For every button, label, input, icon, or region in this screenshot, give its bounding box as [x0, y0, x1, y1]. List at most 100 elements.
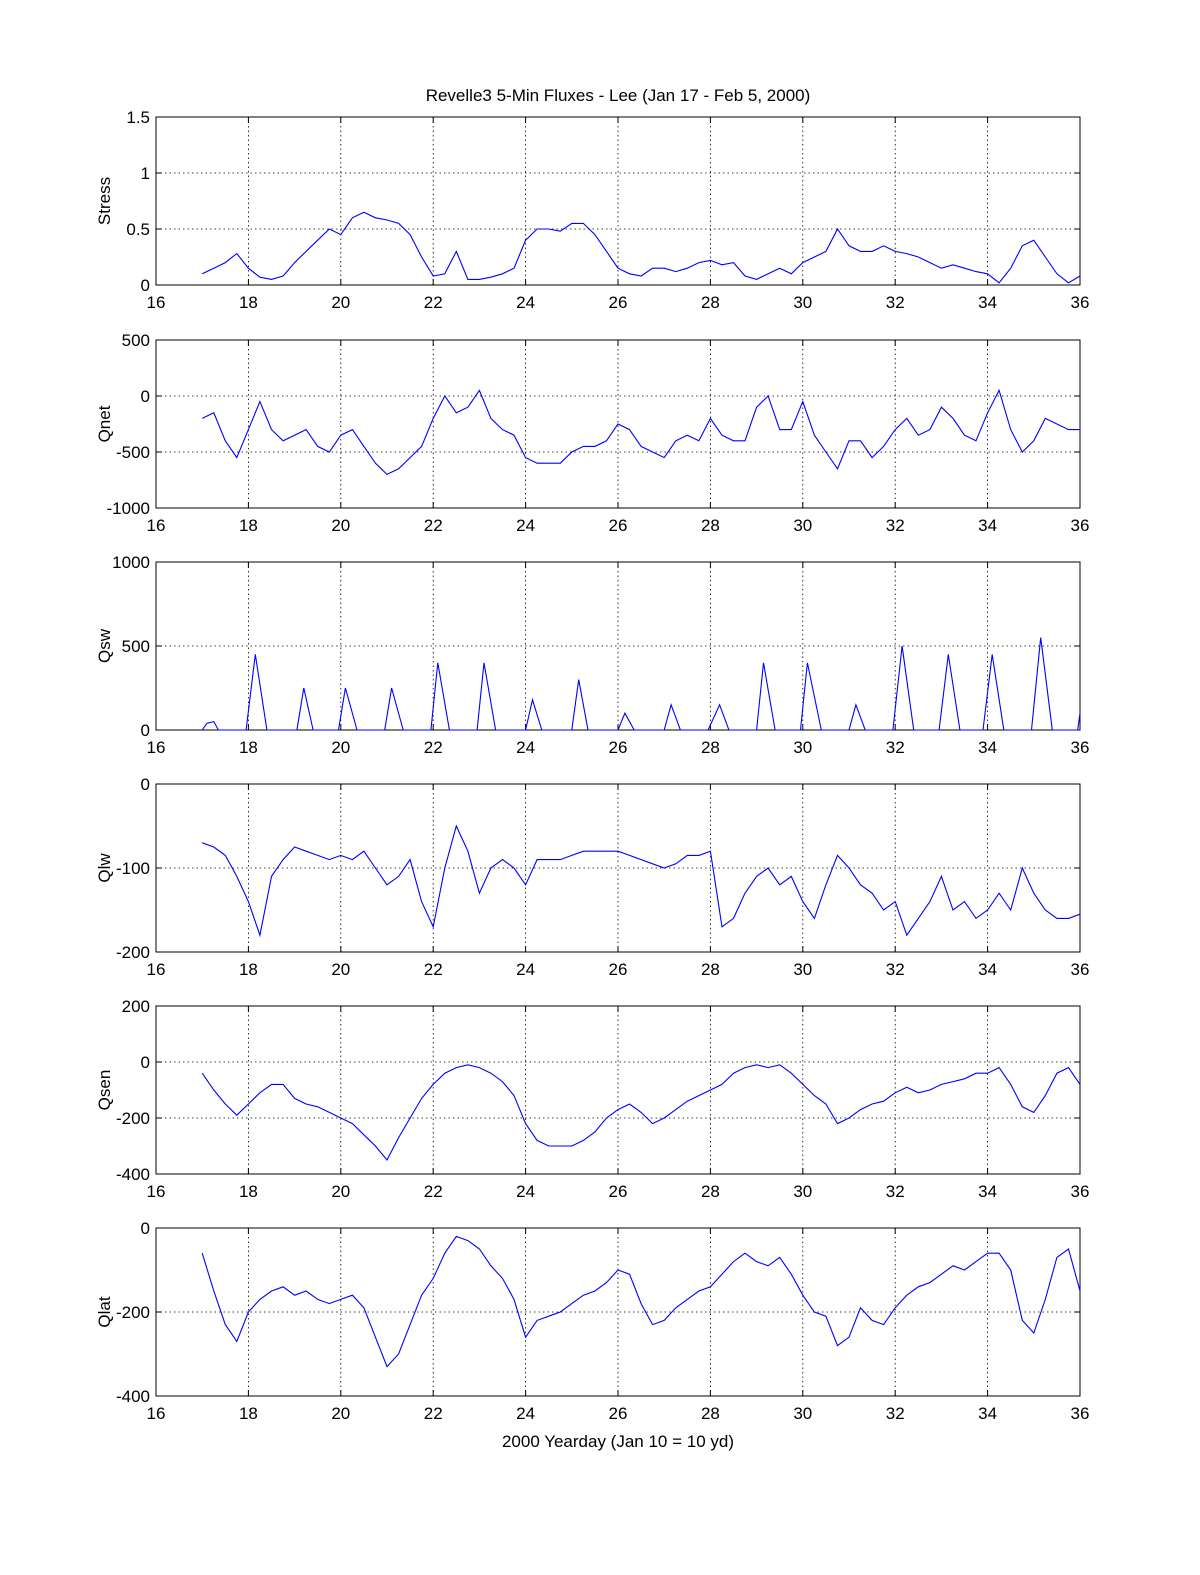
x-tick-label: 26	[609, 516, 628, 535]
y-tick-label: 0	[141, 1053, 150, 1072]
x-tick-label: 26	[609, 293, 628, 312]
x-tick-label: 18	[239, 516, 258, 535]
x-tick-label: 24	[516, 516, 535, 535]
x-tick-label: 16	[147, 516, 166, 535]
y-tick-label: 500	[122, 331, 150, 350]
x-tick-label: 24	[516, 293, 535, 312]
x-tick-label: 22	[424, 738, 443, 757]
y-tick-label: 0	[141, 276, 150, 295]
axes-frame	[155, 561, 1081, 731]
series-line-qlw	[202, 824, 1081, 938]
axes-frame	[155, 116, 1081, 286]
x-tick-label: 34	[978, 516, 997, 535]
x-tick-label: 32	[886, 1182, 905, 1201]
x-tick-label: 22	[424, 516, 443, 535]
x-tick-label: 26	[609, 738, 628, 757]
y-tick-label: 0	[141, 387, 150, 406]
x-tick-label: 28	[701, 1182, 720, 1201]
y-tick-label: 0.5	[126, 220, 150, 239]
x-tick-label: 22	[424, 293, 443, 312]
x-tick-label: 32	[886, 516, 905, 535]
x-tick-label: 32	[886, 1404, 905, 1423]
x-tick-label: 24	[516, 1404, 535, 1423]
x-tick-label: 36	[1071, 293, 1090, 312]
x-tick-label: 28	[701, 738, 720, 757]
panel-qsen: 16 18 20 22 24 26 28 30 32 34 36 -400 -200 0 200 Qsen	[95, 997, 1089, 1201]
x-tick-label: 16	[147, 738, 166, 757]
axes-frame	[155, 783, 1081, 953]
panel-qlw: 16 18 20 22 24 26 28 30 32 34 36 -200 -100 0 Qlw	[95, 775, 1089, 979]
axes-frame	[155, 1005, 1081, 1175]
x-tick-label: 30	[793, 960, 812, 979]
x-tick-label: 32	[886, 738, 905, 757]
series-line-qsen	[201, 1064, 1081, 1161]
x-tick-label: 30	[793, 516, 812, 535]
x-tick-label: 30	[793, 293, 812, 312]
x-tick-label: 36	[1071, 960, 1090, 979]
series-line-qsw	[201, 637, 1081, 731]
x-tick-label: 18	[239, 960, 258, 979]
x-tick-label: 22	[424, 960, 443, 979]
y-tick-label: -500	[116, 443, 150, 462]
x-tick-label: 30	[793, 1404, 812, 1423]
y-tick-label: -1000	[107, 499, 150, 518]
x-tick-label: 34	[978, 1404, 997, 1423]
y-tick-label: -400	[116, 1387, 150, 1406]
y-tick-label: -200	[116, 1109, 150, 1128]
y-tick-label: 0	[141, 775, 150, 794]
y-tick-label: 0	[141, 721, 150, 740]
x-tick-label: 30	[793, 738, 812, 757]
x-tick-label: 36	[1071, 1404, 1090, 1423]
x-tick-label: 20	[331, 516, 350, 535]
y-tick-label: -200	[116, 1303, 150, 1322]
x-tick-label: 24	[516, 960, 535, 979]
x-tick-label: 26	[609, 1404, 628, 1423]
axes-frame	[155, 1227, 1081, 1397]
panel-qsw: 16 18 20 22 24 26 28 30 32 34 36 0 500 1000 Qsw	[95, 553, 1089, 757]
x-tick-label: 34	[978, 293, 997, 312]
x-tick-label: 20	[331, 1182, 350, 1201]
series-line-qnet	[201, 388, 1080, 476]
y-tick-label: -200	[116, 943, 150, 962]
x-tick-label: 32	[886, 293, 905, 312]
x-tick-label: 26	[609, 1182, 628, 1201]
y-tick-label: 0	[141, 1219, 150, 1238]
x-tick-label: 32	[886, 960, 905, 979]
y-axis-label: Stress	[95, 177, 114, 225]
panel-qnet: 16 18 20 22 24 26 28 30 32 34 36 -1000 -500 0 500 Qnet	[95, 331, 1089, 535]
x-tick-label: 16	[147, 293, 166, 312]
x-axis-label: 2000 Yearday (Jan 10 = 10 yd)	[502, 1432, 734, 1451]
x-tick-label: 22	[424, 1182, 443, 1201]
x-tick-label: 28	[701, 516, 720, 535]
x-tick-label: 24	[516, 1182, 535, 1201]
y-tick-label: 500	[122, 637, 150, 656]
x-tick-label: 20	[331, 960, 350, 979]
x-tick-label: 24	[516, 738, 535, 757]
y-axis-label: Qnet	[95, 405, 114, 442]
series-line-qlat	[201, 1235, 1081, 1368]
x-tick-label: 18	[239, 1182, 258, 1201]
x-tick-label: 18	[239, 293, 258, 312]
x-tick-label: 36	[1071, 738, 1090, 757]
series-line-stress	[201, 211, 1081, 284]
y-axis-label: Qsw	[95, 628, 114, 663]
y-axis-label: Qlat	[95, 1296, 114, 1327]
x-tick-label: 16	[147, 1182, 166, 1201]
panel-stress: 16 18 20 22 24 26 28 30 32 34 36 0 0.5 1 1.5 Stress	[95, 108, 1089, 312]
x-tick-label: 20	[331, 738, 350, 757]
y-axis-label: Qlw	[95, 853, 114, 883]
y-axis-label: Qsen	[95, 1070, 114, 1111]
x-tick-label: 34	[978, 1182, 997, 1201]
x-tick-label: 20	[331, 1404, 350, 1423]
x-tick-label: 28	[701, 1404, 720, 1423]
x-tick-label: 16	[147, 1404, 166, 1423]
x-tick-label: 26	[609, 960, 628, 979]
x-tick-label: 28	[701, 293, 720, 312]
x-tick-label: 18	[239, 1404, 258, 1423]
y-tick-label: 200	[122, 997, 150, 1016]
x-tick-label: 34	[978, 738, 997, 757]
chart-title: Revelle3 5-Min Fluxes - Lee (Jan 17 - Fe…	[426, 86, 811, 105]
x-tick-label: 28	[701, 960, 720, 979]
axes-frame	[155, 339, 1081, 509]
